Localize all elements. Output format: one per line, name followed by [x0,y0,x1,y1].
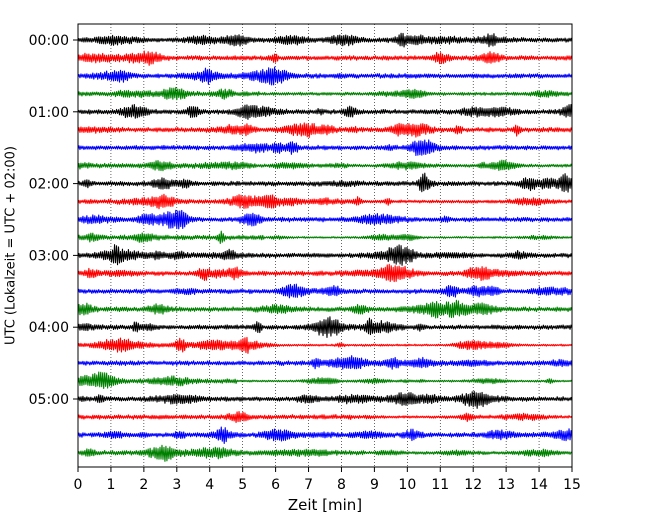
y-tick-label: 02:00 [29,177,69,193]
trace-line [77,50,573,66]
y-axis-label: UTC (Lokalzeit = UTC + 02:00) [4,146,19,345]
trace-line [77,444,573,462]
x-tick-label: 6 [271,477,280,493]
trace-line [77,244,573,266]
x-axis-label: Zeit [min] [288,496,362,514]
trace-line [77,193,573,210]
x-tick-label: 13 [497,477,515,493]
trace-line [77,172,573,193]
x-tick-label: 8 [337,477,346,493]
x-tick-label: 0 [74,477,83,493]
x-tick-label: 9 [370,477,379,493]
trace-line [77,122,573,138]
trace-line [77,230,573,245]
grid-lines [110,24,540,467]
x-tick-label: 1 [106,477,115,493]
trace-line [77,299,573,319]
trace-line [77,316,573,339]
trace-line [77,263,573,283]
trace-line [77,159,573,172]
trace-line [77,139,573,157]
trace-line [77,86,573,101]
x-tick-label: 3 [172,477,181,493]
y-tick-label: 00:00 [29,33,69,49]
plot-frame [77,23,573,468]
y-tick-label: 05:00 [29,392,69,408]
x-tick-label: 4 [205,477,214,493]
trace-line [77,355,573,370]
trace-line [77,371,573,390]
x-tick-label: 14 [530,477,548,493]
x-tick-label: 5 [238,477,247,493]
x-axis-ticks: 0 1 2 3 4 5 6 7 8 9 10 11 12 13 14 15 [74,467,581,493]
y-tick-label: 01:00 [29,105,69,121]
y-tick-label: 04:00 [29,320,69,336]
x-tick-label: 7 [304,477,313,493]
trace-line [77,283,573,299]
x-tick-label: 12 [464,477,482,493]
y-axis-ticks: 00:00 01:00 02:00 03:00 04:00 05:00 [29,33,78,408]
trace-line [77,411,573,424]
x-tick-label: 10 [398,477,416,493]
trace-line [77,66,573,86]
trace-line [77,32,573,48]
x-tick-label: 15 [563,477,581,493]
trace-line [77,336,573,354]
x-tick-label: 11 [431,477,449,493]
trace-line [77,390,573,409]
trace-line [77,426,573,445]
trace-line [77,209,573,230]
x-tick-label: 2 [139,477,148,493]
seismic-traces [77,32,573,462]
trace-line [77,103,573,120]
y-tick-label: 03:00 [29,248,69,264]
